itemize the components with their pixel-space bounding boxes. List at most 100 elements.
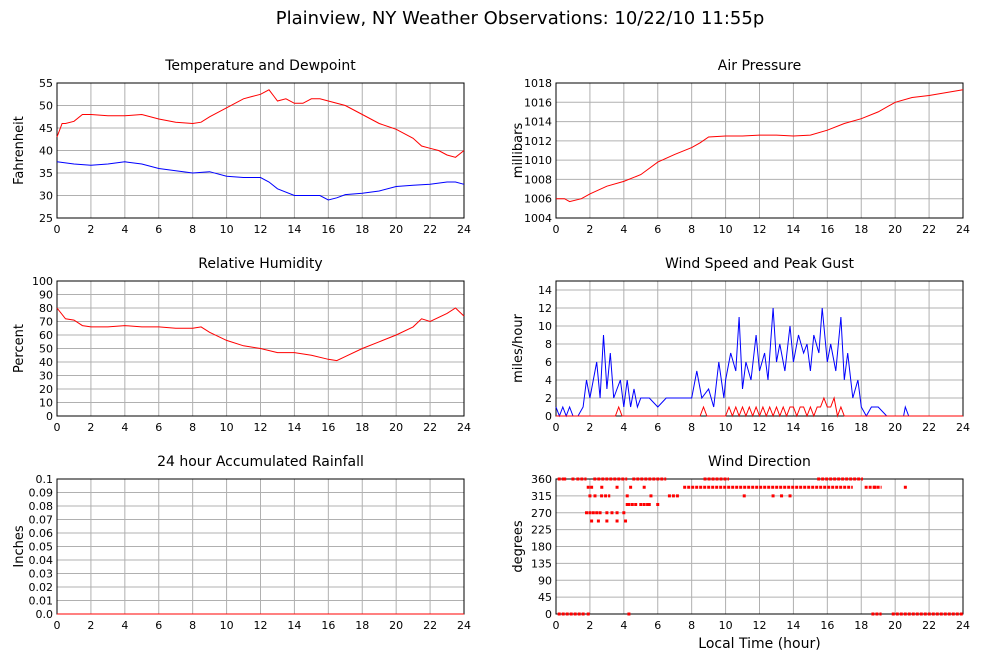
direction-point: [642, 485, 646, 489]
x-tick-label: 6: [155, 619, 162, 632]
y-tick-label: 1014: [524, 116, 552, 129]
direction-point: [610, 511, 614, 515]
x-tick-label: 20: [389, 223, 403, 236]
chart-title: Wind Direction: [708, 454, 811, 470]
x-tick-label: 4: [121, 421, 128, 434]
x-tick-label: 14: [287, 421, 301, 434]
y-tick-label: 4: [545, 374, 552, 387]
x-tick-label: 4: [620, 619, 627, 632]
x-tick-label: 14: [287, 223, 301, 236]
y-tick-label: 1004: [524, 212, 552, 225]
y-tick-label: 30: [39, 370, 53, 383]
x-tick-label: 22: [922, 619, 936, 632]
direction-point: [873, 485, 877, 489]
chart-temp: 0 2 4 6 8 10 12 14 16 18 20 22 2425303540455055Tempe…: [12, 58, 471, 236]
y-tick-label: 0.1: [36, 473, 54, 486]
direction-point: [780, 494, 784, 498]
x-tick-label: 6: [155, 421, 162, 434]
direction-point: [590, 485, 594, 489]
series-line-1: [556, 396, 963, 418]
y-tick-label: 100: [32, 275, 53, 288]
direction-point: [586, 485, 590, 489]
y-tick-label: 0: [545, 410, 552, 423]
x-tick-label: 16: [820, 619, 834, 632]
y-tick-label: 0.02: [29, 581, 54, 594]
y-axis-label: degrees: [511, 520, 526, 573]
x-tick-label: 10: [719, 421, 733, 434]
x-tick-label: 4: [620, 421, 627, 434]
x-tick-label: 8: [688, 421, 695, 434]
direction-point: [627, 612, 631, 616]
x-tick-label: 8: [189, 421, 196, 434]
direction-point: [596, 519, 600, 523]
x-tick-label: 14: [786, 619, 800, 632]
x-tick-label: 10: [220, 619, 234, 632]
series-line-0: [56, 307, 465, 362]
direction-point: [656, 503, 660, 506]
direction-point: [903, 485, 907, 489]
x-tick-label: 12: [254, 619, 268, 632]
direction-point: [625, 503, 629, 506]
x-tick-label: 18: [355, 223, 369, 236]
y-tick-label: 50: [39, 343, 53, 356]
x-tick-label: 24: [457, 421, 471, 434]
series-line-0: [555, 307, 963, 418]
y-tick-label: 2: [545, 392, 552, 405]
x-tick-label: 16: [321, 223, 335, 236]
chart-humidity: 0 2 4 6 8 10 12 14 16 18 20 22 240102030405060708090…: [12, 256, 471, 434]
y-tick-label: 225: [531, 524, 552, 537]
y-axis-label: miles/hour: [511, 313, 526, 382]
y-tick-label: 0.04: [29, 554, 54, 567]
y-tick-label: 80: [39, 302, 53, 315]
y-tick-label: 45: [538, 591, 552, 604]
x-tick-label: 18: [854, 619, 868, 632]
x-tick-label: 0: [54, 619, 61, 632]
x-tick-label: 6: [654, 223, 661, 236]
x-tick-label: 12: [753, 223, 767, 236]
chart-rain: 0 2 4 6 8 10 12 14 16 18 20 22 240.00.010.020.030.04…: [12, 454, 471, 632]
y-tick-label: 0.05: [29, 541, 54, 554]
y-tick-label: 90: [39, 289, 53, 302]
x-tick-label: 12: [254, 223, 268, 236]
direction-point: [629, 485, 633, 489]
x-tick-label: 16: [820, 223, 834, 236]
direction-point: [600, 485, 604, 489]
y-tick-label: 0.01: [29, 595, 54, 608]
series-line-0: [556, 89, 964, 203]
direction-point: [605, 519, 609, 523]
y-tick-label: 40: [39, 145, 53, 158]
chart-title: Wind Speed and Peak Gust: [665, 256, 854, 272]
x-tick-label: 4: [121, 619, 128, 632]
y-tick-label: 0.07: [29, 514, 54, 527]
direction-point: [642, 503, 646, 506]
x-tick-label: 8: [189, 619, 196, 632]
direction-point: [588, 494, 592, 498]
y-axis-label: millibars: [511, 123, 526, 179]
direction-point: [598, 511, 602, 515]
x-tick-label: 24: [956, 619, 970, 632]
x-tick-label: 22: [922, 421, 936, 434]
x-tick-label: 24: [457, 619, 471, 632]
y-tick-label: 25: [39, 212, 53, 225]
x-axis-label: Local Time (hour): [698, 636, 820, 652]
x-tick-label: 16: [321, 619, 335, 632]
y-tick-label: 0.09: [29, 487, 54, 500]
x-tick-label: 8: [688, 619, 695, 632]
y-tick-label: 40: [39, 356, 53, 369]
y-tick-label: 8: [545, 338, 552, 351]
x-tick-label: 12: [753, 619, 767, 632]
x-tick-label: 22: [423, 619, 437, 632]
x-tick-label: 10: [719, 619, 733, 632]
chart-title: Air Pressure: [718, 58, 801, 74]
x-tick-label: 2: [586, 619, 593, 632]
x-tick-label: 22: [423, 421, 437, 434]
direction-point: [624, 519, 628, 523]
chart-title: 24 hour Accumulated Rainfall: [157, 454, 364, 470]
x-tick-label: 12: [753, 421, 767, 434]
x-tick-label: 0: [553, 421, 560, 434]
direction-point: [586, 612, 590, 616]
x-tick-label: 16: [820, 421, 834, 434]
y-tick-label: 0.06: [29, 527, 54, 540]
direction-point: [605, 511, 609, 515]
